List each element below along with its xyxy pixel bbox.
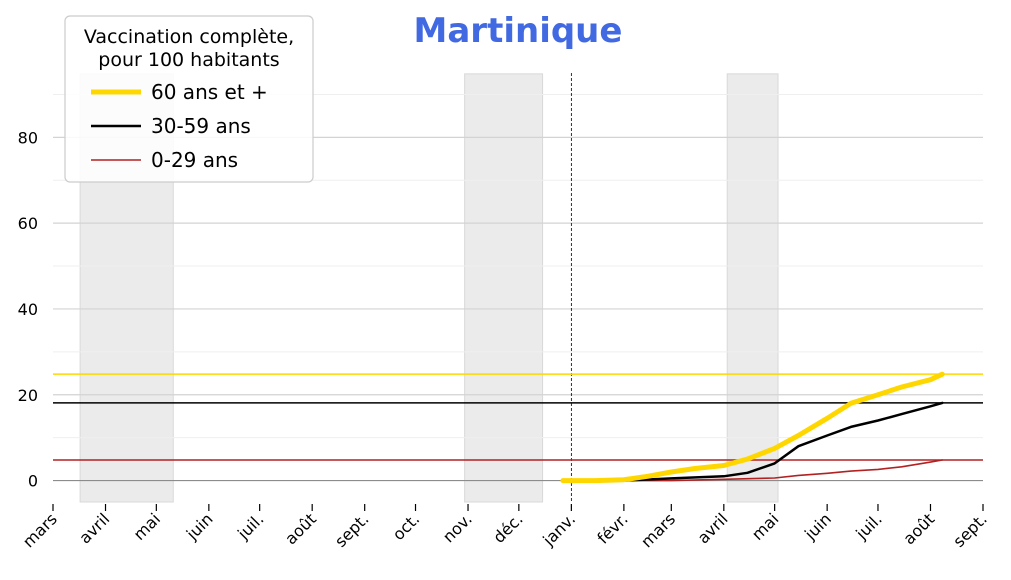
x-tick-label-2: avril [75,509,113,547]
x-tick-label-19: sept. [949,509,991,551]
x-tick-label-1: mars [19,509,61,551]
legend-label-30-59: 30-59 ans [151,114,251,138]
reference-level-lines [53,373,983,461]
x-tick-label-7: sept. [331,509,373,551]
x-tick-label-8: oct. [389,509,424,544]
legend-label-0-29: 0-29 ans [151,148,238,172]
x-tick-label-12: févr. [593,509,631,547]
legend: Vaccination complète, pour 100 habitants… [64,15,314,183]
series-line-2 [561,401,944,482]
y-tick-label-20: 20 [18,386,38,405]
x-tick-label-5: juil. [233,509,267,543]
y-tick-label-80: 80 [18,128,38,147]
y-gridlines [53,93,983,482]
x-tick-label-9: nov. [439,509,476,546]
x-tick-label-4: juin [182,509,217,544]
x-tick-label-16: juin [800,509,835,544]
x-tick-label-6: août [281,509,320,548]
y-tick-label-60: 60 [18,214,38,233]
x-tick-label-15: mai [748,509,783,544]
x-tick-label-11: janv. [538,509,579,550]
legend-title-line-2: pour 100 habitants [98,49,279,71]
x-tick-label-10: déc. [489,509,526,546]
shaded-period-2 [464,73,544,503]
series-line-1 [560,371,945,484]
x-tick-label-17: juil. [851,509,885,543]
legend-title-line-1: Vaccination complète, [84,26,294,48]
x-tick-label-18: août [899,509,938,548]
y-axis: 0 20 40 60 80 [18,128,38,490]
shaded-period-3 [726,73,779,503]
legend-label-60-plus: 60 ans et + [151,80,268,104]
y-tick-label-0: 0 [28,472,38,491]
legend-box [64,15,314,183]
series-line-3 [562,459,944,482]
series-lines [560,371,945,484]
y-tick-label-40: 40 [18,300,38,319]
chart-title: Martinique [414,11,623,51]
x-axis: mars avril mai juin juil. août sept. oct. nov. dé… [19,504,991,551]
x-tick-label-3: mai [130,509,165,544]
x-tick-label-14: avril [694,509,732,547]
x-tick-label-13: mars [637,509,679,551]
